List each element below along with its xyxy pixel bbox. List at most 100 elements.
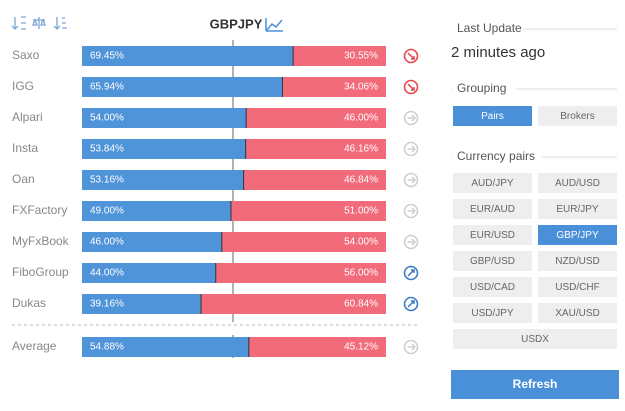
long-label: 39.16% bbox=[90, 299, 124, 310]
button[interactable] bbox=[453, 199, 532, 219]
signal-arrow bbox=[407, 207, 417, 215]
refresh-button[interactable] bbox=[451, 370, 619, 399]
long-label: 69.45% bbox=[90, 51, 124, 62]
signal-icon bbox=[403, 79, 419, 95]
button[interactable] bbox=[453, 329, 617, 349]
button-label[interactable]: AUD/USD bbox=[555, 178, 600, 189]
button-label[interactable]: EUR/USD bbox=[470, 230, 515, 241]
signal-icon bbox=[403, 48, 419, 64]
signal-arrow bbox=[407, 145, 417, 153]
long-label: 54.00% bbox=[90, 113, 124, 124]
short-label: 46.00% bbox=[344, 113, 378, 124]
button-label[interactable]: GBP/USD bbox=[470, 256, 515, 267]
short-bar bbox=[246, 108, 386, 128]
button[interactable] bbox=[538, 173, 617, 193]
broker-name: Oan bbox=[12, 172, 35, 186]
button[interactable] bbox=[453, 277, 532, 297]
short-label: 51.00% bbox=[344, 206, 378, 217]
short-label: 46.16% bbox=[344, 144, 378, 155]
signal-arrow bbox=[407, 83, 415, 91]
button[interactable] bbox=[453, 303, 532, 323]
button-label[interactable]: AUD/JPY bbox=[471, 178, 514, 189]
long-label: 49.00% bbox=[90, 206, 124, 217]
button-label[interactable]: EUR/AUD bbox=[470, 204, 515, 215]
chart-icon[interactable] bbox=[265, 18, 283, 32]
button-label[interactable]: USD/CHF bbox=[555, 282, 599, 293]
long-bar bbox=[82, 232, 222, 252]
short-label: 60.84% bbox=[344, 299, 378, 310]
short-bar bbox=[243, 170, 386, 190]
button[interactable] bbox=[453, 225, 532, 245]
short-label: 30.55% bbox=[344, 51, 378, 62]
signal-icon bbox=[403, 234, 419, 250]
broker-name: FiboGroup bbox=[12, 265, 69, 279]
signal-icon bbox=[403, 172, 419, 188]
broker-name: MyFxBook bbox=[12, 234, 70, 248]
long-bar bbox=[82, 46, 294, 66]
section-title: Grouping bbox=[457, 81, 506, 95]
button[interactable] bbox=[538, 251, 617, 271]
short-bar bbox=[215, 263, 386, 283]
short-label: 45.12% bbox=[344, 342, 378, 353]
short-label: 34.06% bbox=[344, 82, 378, 93]
button-label[interactable]: USD/CAD bbox=[470, 282, 515, 293]
signal-icon bbox=[403, 265, 419, 281]
signal-arrow bbox=[407, 343, 417, 351]
long-bar bbox=[82, 139, 246, 159]
signal-icon bbox=[403, 141, 419, 157]
button-label[interactable]: Pairs bbox=[481, 111, 504, 122]
short-bar bbox=[221, 232, 386, 252]
broker-name: IGG bbox=[12, 79, 34, 93]
broker-name: Insta bbox=[12, 141, 38, 155]
last-update: 2 minutes ago bbox=[451, 44, 545, 61]
button-label[interactable]: GBP/JPY bbox=[556, 230, 599, 241]
long-label: 46.00% bbox=[90, 237, 124, 248]
short-label: 46.84% bbox=[344, 175, 378, 186]
long-bar bbox=[82, 201, 231, 221]
button[interactable] bbox=[453, 106, 532, 126]
broker-name: Alpari bbox=[12, 110, 43, 124]
signal-icon bbox=[403, 110, 419, 126]
button-label[interactable]: EUR/JPY bbox=[556, 204, 599, 215]
button[interactable] bbox=[453, 173, 532, 193]
long-bar bbox=[82, 108, 247, 128]
broker-name: Saxo bbox=[12, 48, 40, 62]
long-label: 53.16% bbox=[90, 175, 124, 186]
long-bar bbox=[82, 170, 244, 190]
button[interactable] bbox=[538, 303, 617, 323]
button[interactable] bbox=[538, 277, 617, 297]
refresh-label[interactable]: Refresh bbox=[513, 377, 558, 391]
signal-arrow bbox=[407, 52, 415, 60]
section-title: Currency pairs bbox=[457, 149, 535, 163]
long-bar bbox=[82, 294, 202, 314]
broker-name: FXFactory bbox=[12, 203, 67, 217]
button-label[interactable]: Brokers bbox=[560, 111, 594, 122]
button[interactable] bbox=[538, 106, 617, 126]
short-bar bbox=[230, 201, 386, 221]
short-bar bbox=[201, 294, 386, 314]
label-bg bbox=[452, 150, 542, 164]
long-bar bbox=[82, 263, 216, 283]
short-bar bbox=[248, 337, 386, 357]
button-label[interactable]: USD/JPY bbox=[471, 308, 514, 319]
long-label: 44.00% bbox=[90, 268, 124, 279]
long-label: 65.94% bbox=[90, 82, 124, 93]
button-label[interactable]: NZD/USD bbox=[555, 256, 599, 267]
short-bar bbox=[282, 77, 386, 97]
broker-name: Dukas bbox=[12, 296, 46, 310]
button[interactable] bbox=[538, 199, 617, 219]
button[interactable] bbox=[453, 251, 532, 271]
long-bar bbox=[82, 77, 283, 97]
sort-icons[interactable] bbox=[11, 16, 67, 30]
long-label: 54.88% bbox=[90, 342, 124, 353]
button-label[interactable]: XAU/USD bbox=[555, 308, 599, 319]
section-title: Last Update bbox=[457, 21, 522, 35]
signal-arrow bbox=[407, 114, 417, 122]
signal-arrow bbox=[407, 300, 415, 308]
long-bar bbox=[82, 337, 249, 357]
signal-icon bbox=[403, 203, 419, 219]
short-bar bbox=[293, 46, 386, 66]
button[interactable] bbox=[538, 225, 617, 245]
button-label[interactable]: USDX bbox=[521, 334, 549, 345]
